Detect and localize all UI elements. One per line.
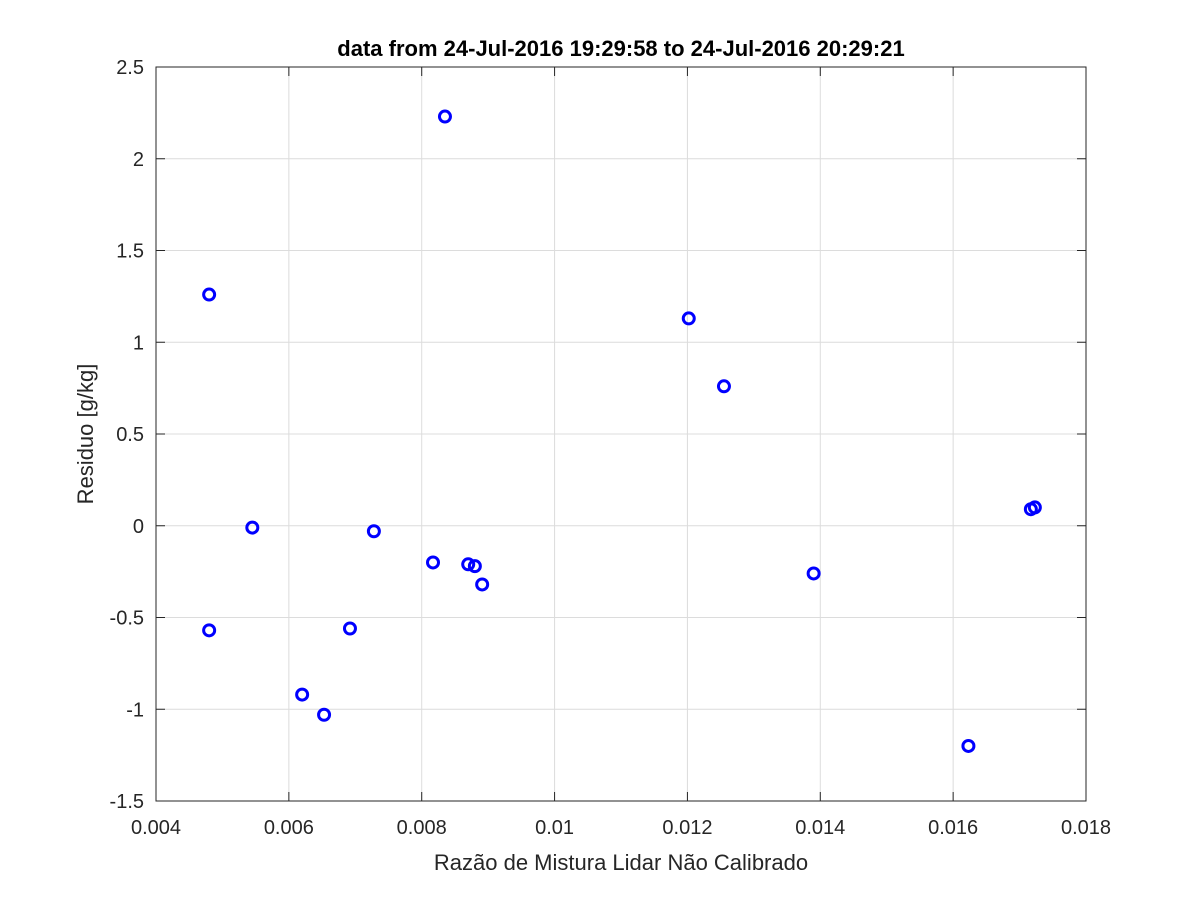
data-point: [1027, 500, 1042, 515]
data-point: [295, 687, 310, 702]
x-tick-label: 0.01: [535, 817, 574, 839]
data-point: [342, 621, 357, 636]
x-tick-label: 0.012: [662, 817, 712, 839]
y-tick-label: -0.5: [110, 608, 144, 630]
y-tick-labels: -1.5 -1 -0.5 0 0.5 1 1.5 2 2.5: [110, 57, 144, 813]
data-point: [681, 311, 696, 326]
data-point: [366, 524, 381, 539]
data-point: [202, 623, 217, 638]
y-tick-label: 1.5: [116, 241, 144, 263]
y-tick-label: 2: [133, 149, 144, 171]
y-axis-label: Residuo [g/kg]: [73, 364, 98, 505]
y-tick-label: -1: [126, 699, 144, 721]
x-tick-label: 0.018: [1061, 817, 1111, 839]
data-point: [202, 287, 217, 302]
data-point: [317, 707, 332, 722]
axis-ticks: [155, 66, 1087, 802]
data-point: [806, 566, 821, 581]
data-point: [437, 109, 452, 124]
data-points: [202, 109, 1042, 753]
y-tick-label: -1.5: [110, 791, 144, 813]
y-tick-label: 0: [133, 516, 144, 538]
data-point: [475, 577, 490, 592]
x-tick-label: 0.016: [928, 817, 978, 839]
x-tick-label: 0.014: [795, 817, 845, 839]
y-tick-label: 1: [133, 332, 144, 354]
x-tick-label: 0.006: [264, 817, 314, 839]
x-tick-label: 0.008: [397, 817, 447, 839]
data-point: [716, 379, 731, 394]
data-point: [467, 559, 482, 574]
data-point: [245, 520, 260, 535]
data-point: [426, 555, 441, 570]
chart-title: data from 24-Jul-2016 19:29:58 to 24-Jul…: [337, 36, 904, 61]
data-point: [961, 738, 976, 753]
y-tick-label: 0.5: [116, 424, 144, 446]
x-tick-label: 0.004: [131, 817, 181, 839]
data-point: [461, 557, 476, 572]
y-tick-label: 2.5: [116, 57, 144, 79]
x-tick-labels: 0.004 0.006 0.008 0.01 0.012 0.014 0.016 0.018: [131, 817, 1111, 839]
x-axis-label: Razão de Mistura Lidar Não Calibrado: [434, 850, 808, 875]
